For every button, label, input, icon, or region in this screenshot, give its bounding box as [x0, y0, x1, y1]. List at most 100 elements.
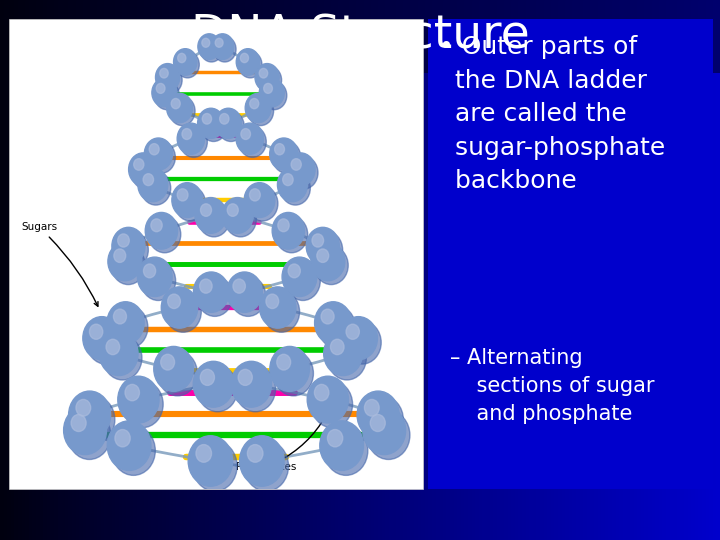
Circle shape — [255, 64, 279, 91]
Circle shape — [370, 415, 385, 431]
Bar — [713, 0, 720, 540]
Bar — [349, 0, 356, 540]
Circle shape — [288, 264, 300, 278]
Circle shape — [156, 64, 180, 91]
Bar — [392, 0, 400, 540]
Circle shape — [115, 429, 130, 447]
Circle shape — [214, 36, 236, 62]
Bar — [176, 0, 184, 540]
Circle shape — [241, 129, 251, 139]
Circle shape — [225, 201, 256, 237]
Bar — [281, 0, 288, 540]
Circle shape — [112, 426, 156, 475]
Circle shape — [165, 291, 202, 332]
Circle shape — [278, 219, 289, 232]
Bar — [623, 0, 630, 540]
Circle shape — [310, 231, 343, 269]
Bar — [364, 0, 371, 540]
Bar — [25, 0, 32, 540]
Circle shape — [276, 354, 291, 370]
Circle shape — [200, 204, 212, 217]
Circle shape — [363, 406, 405, 455]
Bar — [374, 0, 382, 540]
Bar — [346, 0, 353, 540]
Bar — [637, 0, 644, 540]
Circle shape — [346, 324, 359, 339]
Circle shape — [177, 123, 204, 154]
Bar — [608, 0, 616, 540]
Bar — [529, 0, 536, 540]
Bar — [310, 0, 317, 540]
Circle shape — [211, 34, 234, 59]
Circle shape — [324, 332, 362, 376]
Circle shape — [86, 321, 125, 364]
Circle shape — [76, 400, 91, 416]
Bar — [562, 0, 569, 540]
Bar — [709, 0, 716, 540]
Circle shape — [193, 441, 237, 491]
Circle shape — [227, 272, 262, 312]
Bar — [695, 0, 702, 540]
Bar — [202, 0, 209, 540]
Bar — [475, 0, 482, 540]
Bar — [205, 0, 212, 540]
Circle shape — [156, 84, 165, 93]
Circle shape — [315, 384, 329, 401]
Bar — [450, 0, 457, 540]
Bar — [198, 0, 205, 540]
Bar — [187, 0, 194, 540]
Bar — [227, 0, 234, 540]
Circle shape — [361, 396, 403, 443]
Circle shape — [250, 98, 258, 109]
Bar — [353, 0, 360, 540]
Bar — [626, 0, 634, 540]
Circle shape — [68, 411, 111, 460]
Circle shape — [129, 153, 158, 186]
Bar — [133, 0, 140, 540]
Bar — [191, 0, 198, 540]
Bar — [342, 0, 349, 540]
Circle shape — [111, 306, 148, 348]
Bar — [4, 0, 11, 540]
Bar — [486, 0, 493, 540]
Bar — [216, 0, 223, 540]
Circle shape — [174, 49, 197, 75]
Bar — [126, 0, 133, 540]
Circle shape — [134, 159, 144, 170]
Bar — [482, 0, 490, 540]
Circle shape — [314, 246, 348, 285]
Bar — [515, 0, 522, 540]
Circle shape — [260, 287, 296, 328]
Circle shape — [198, 34, 220, 59]
Bar — [454, 0, 461, 540]
Bar — [18, 0, 25, 540]
Bar — [317, 0, 324, 540]
Bar — [605, 0, 612, 540]
Circle shape — [357, 391, 399, 439]
Bar — [400, 0, 407, 540]
Bar — [220, 0, 227, 540]
Circle shape — [247, 186, 278, 221]
Circle shape — [311, 381, 353, 428]
Bar — [389, 0, 396, 540]
Bar — [493, 0, 500, 540]
Circle shape — [270, 138, 298, 170]
Bar — [367, 0, 374, 540]
Text: – Alternating
    sections of sugar
    and phosphate: – Alternating sections of sugar and phos… — [450, 348, 654, 424]
Bar — [43, 0, 50, 540]
Circle shape — [315, 302, 352, 344]
Bar — [436, 0, 443, 540]
Bar — [670, 0, 677, 540]
Circle shape — [276, 216, 307, 253]
Circle shape — [107, 302, 144, 344]
Bar — [666, 0, 673, 540]
Circle shape — [321, 309, 334, 324]
Bar — [209, 0, 216, 540]
Bar — [630, 0, 637, 540]
Bar — [565, 0, 572, 540]
Bar — [162, 0, 169, 540]
Bar — [706, 0, 713, 540]
Bar — [421, 0, 428, 540]
Circle shape — [114, 249, 126, 262]
Bar — [151, 0, 158, 540]
